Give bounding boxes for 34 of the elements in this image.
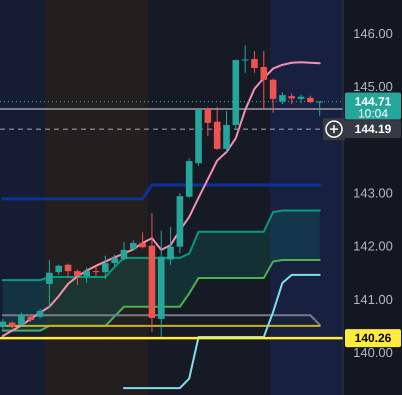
- candlestick: [204, 106, 212, 137]
- ref-line-label: 140.26: [354, 331, 392, 346]
- candlestick: [251, 50, 258, 74]
- candlestick: [83, 266, 90, 284]
- candlestick: [260, 50, 268, 110]
- y-tick-label: 146.00: [353, 26, 393, 41]
- candlestick: [130, 240, 137, 252]
- candlestick: [55, 264, 62, 276]
- candlestick: [102, 255, 109, 280]
- y-tick-label: 145.00: [353, 79, 393, 94]
- line-series: [2, 61, 321, 337]
- candlestick: [0, 318, 6, 332]
- candlestick: [111, 254, 118, 266]
- candlestick: [242, 44, 248, 74]
- candlestick: [46, 259, 53, 308]
- y-tick-label: 141.00: [353, 292, 393, 307]
- ref-line-label: 144.19: [354, 122, 392, 136]
- y-tick-label: 142.00: [353, 238, 393, 254]
- candlestick: [223, 110, 230, 153]
- y-tick-label: 143.00: [353, 185, 393, 200]
- candlestick: [270, 78, 276, 114]
- ref-line-label: 144.71: [354, 94, 392, 109]
- y-tick-label: 140.00: [353, 344, 393, 360]
- candlestick: [92, 266, 100, 276]
- line-series: [122, 274, 321, 390]
- candlestick: [288, 93, 296, 105]
- candlestick: [120, 241, 128, 261]
- candlestick: [167, 226, 174, 266]
- candlestick: [139, 232, 146, 249]
- candlestick: [64, 263, 72, 278]
- candlestick: [74, 269, 81, 286]
- candlestick: [18, 312, 25, 326]
- candlestick: [36, 308, 44, 319]
- text: 10:04: [358, 106, 388, 121]
